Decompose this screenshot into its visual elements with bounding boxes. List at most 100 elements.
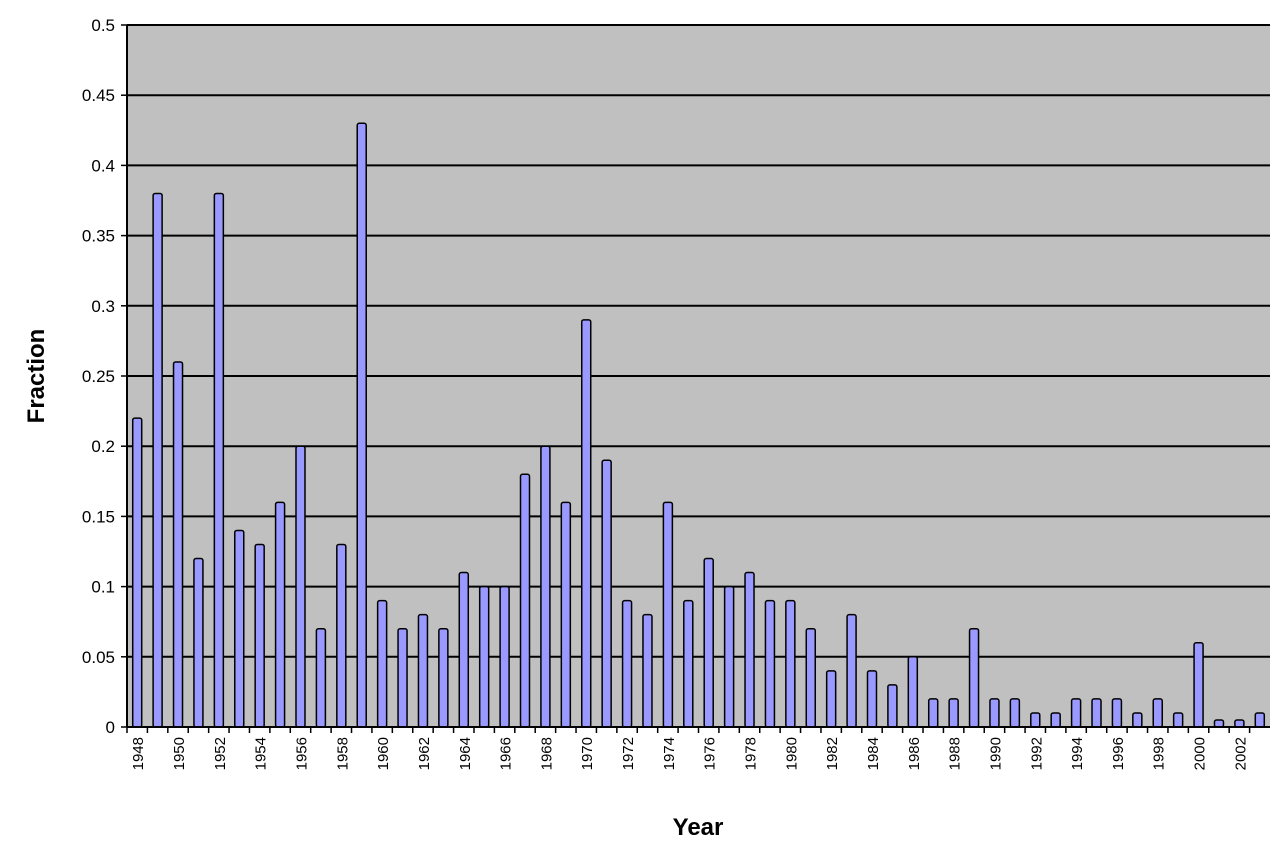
x-tick-label: 1962	[416, 737, 433, 770]
x-tick-label: 2002	[1232, 737, 1249, 770]
bar-1953	[234, 529, 245, 728]
x-tick-label: 1964	[457, 737, 474, 770]
x-tick-label: 1958	[334, 737, 351, 770]
x-tick-label: 1970	[579, 737, 596, 770]
bar-1970	[580, 319, 592, 728]
bar-2001	[1213, 719, 1225, 728]
bars	[126, 122, 1266, 733]
bar-1996	[1111, 698, 1123, 728]
bar-1957	[315, 627, 327, 728]
x-tick-label: 1974	[661, 737, 678, 770]
x-tick-label: 1998	[1151, 737, 1168, 770]
bar-1980	[785, 599, 796, 728]
bar-2000	[1193, 642, 1204, 728]
bar-1994	[1070, 698, 1082, 728]
bar-1984	[866, 670, 878, 728]
bar-1960	[376, 599, 388, 728]
bar-1977	[723, 585, 735, 728]
bar-1981	[805, 627, 817, 728]
bar-1993	[1050, 712, 1061, 728]
bar-1950	[172, 361, 184, 728]
bar-1964	[458, 571, 470, 728]
bar-1967	[519, 473, 531, 728]
x-tick-label: 1980	[783, 737, 800, 770]
x-tick-label: 1976	[702, 737, 719, 770]
bar-1951	[193, 557, 204, 728]
bar-1988	[948, 698, 959, 728]
bar-1998	[1152, 698, 1163, 728]
bar-2003	[1254, 712, 1266, 728]
bar-1963	[438, 627, 449, 728]
bar-1976	[703, 557, 714, 728]
bar-2002	[1234, 719, 1245, 728]
bar-1973	[642, 613, 653, 728]
bar-1999	[1172, 712, 1184, 728]
y-tick-label: 0.25	[82, 367, 115, 386]
bar-1985	[887, 684, 898, 728]
axes	[126, 25, 1270, 728]
bar-1979	[764, 599, 776, 728]
x-axis-label: Year	[673, 814, 724, 841]
bar-1949	[152, 192, 163, 728]
x-tick-label: 1992	[1028, 737, 1045, 770]
x-tick-label: 1948	[130, 737, 147, 770]
bar-1997	[1132, 712, 1143, 728]
bar-1982	[825, 670, 837, 728]
x-tick-label: 1954	[253, 737, 270, 770]
bar-1991	[1009, 698, 1021, 728]
y-tick-label: 0.3	[91, 297, 115, 316]
x-tick-label: 1994	[1069, 737, 1086, 770]
y-tick-label: 0	[106, 718, 115, 737]
y-tick-label: 0.35	[82, 227, 115, 246]
bar-1987	[927, 698, 939, 728]
y-tick-label: 0.1	[91, 578, 115, 597]
bar-1961	[397, 627, 408, 728]
bar-1956	[295, 445, 306, 728]
x-tick-label: 1960	[375, 737, 392, 770]
bar-1952	[213, 192, 225, 728]
bar-1995	[1091, 698, 1102, 728]
bar-1990	[989, 698, 1000, 728]
bar-1992	[1030, 712, 1041, 728]
y-tick-label: 0.05	[82, 648, 115, 667]
x-tick-label: 1982	[824, 737, 841, 770]
y-tick-label: 0.45	[82, 86, 115, 105]
bar-1968	[540, 445, 551, 728]
bar-1972	[621, 599, 633, 728]
bar-1958	[336, 543, 347, 728]
bar-1978	[744, 571, 755, 728]
bar-1962	[417, 613, 429, 728]
y-tick-label: 0.4	[91, 156, 115, 175]
bar-1955	[274, 501, 286, 728]
x-tick-label: 1950	[171, 737, 188, 770]
bar-1965	[478, 585, 490, 728]
x-tick-label: 2000	[1192, 737, 1209, 770]
bar-1986	[907, 656, 919, 728]
bar-1989	[968, 627, 980, 728]
x-tick-labels: 1948 1950 1952 1954 1956 1958 1960 1962 1964 1966…	[130, 737, 1249, 770]
x-tick-label: 1978	[743, 737, 760, 770]
bar-1966	[499, 585, 510, 728]
x-tick-label: 1968	[538, 737, 555, 770]
y-tick-label: 0.15	[82, 507, 115, 526]
bar-1971	[601, 459, 612, 728]
bar-1974	[662, 501, 674, 728]
x-tick-label: 1986	[906, 737, 923, 770]
bar-1983	[846, 613, 857, 728]
x-tick-label: 1990	[987, 737, 1004, 770]
bar-1959	[356, 122, 367, 728]
gridlines	[121, 24, 1270, 728]
bar-1969	[560, 501, 572, 728]
x-tick-label: 1956	[293, 737, 310, 770]
bar-1954	[254, 543, 265, 728]
x-tick-label: 1972	[620, 737, 637, 770]
y-axis-label: Fraction	[23, 329, 50, 424]
x-tick-label: 1996	[1110, 737, 1127, 770]
y-tick-label: 0.5	[91, 16, 115, 35]
x-tick-label: 1984	[865, 737, 882, 770]
x-tick-label: 1966	[498, 737, 515, 770]
bar-1948	[131, 417, 143, 728]
y-tick-label: 0.2	[91, 437, 115, 456]
y-tick-labels: 0 0.05 0.1 0.15 0.2 0.25 0.3 0.35 0.4 0.45 0.5	[82, 16, 115, 737]
